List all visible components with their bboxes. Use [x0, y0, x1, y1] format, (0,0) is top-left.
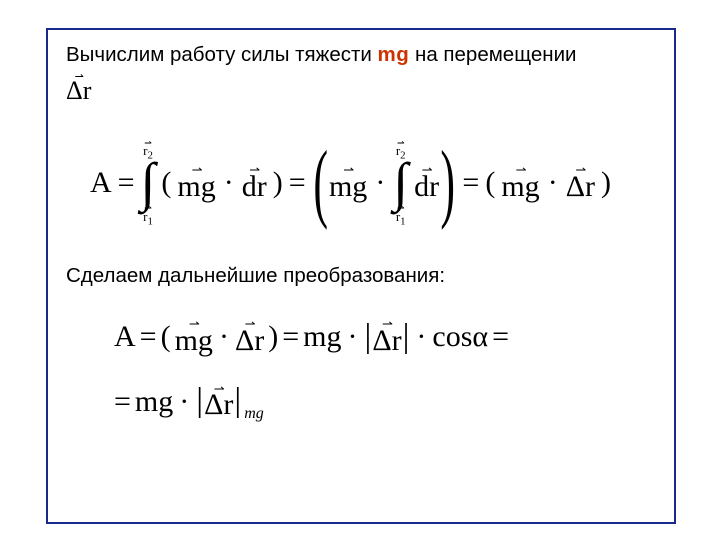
eq2-eq3: = [492, 313, 509, 361]
dot: · [346, 313, 360, 361]
eq1-eq1: = [118, 166, 135, 200]
mg-scalar-1: mg [303, 313, 341, 361]
mg-vec-1: ⇀ mg [177, 167, 215, 199]
mg-vec-2: ⇀ mg [329, 167, 367, 199]
delta-r-vec-4: ⇀ Δr [204, 386, 233, 418]
subscript-mg: mg [244, 401, 264, 427]
mg-vec-3: ⇀ mg [501, 167, 539, 199]
abs-bar-icon: | [195, 374, 204, 428]
equation-2: A = ( ⇀ mg · ⇀ Δr ) = mg · | ⇀ Δr | [114, 310, 656, 429]
dot: · [217, 313, 231, 361]
rp: ) [601, 166, 611, 200]
abs-bar-icon: | [364, 310, 373, 364]
dot: · [373, 166, 387, 200]
integral-2: ⇀ r2 ∫ ⇀ r1 [393, 141, 408, 226]
integral-1: ⇀ r2 ∫ ⇀ r1 [141, 141, 156, 226]
eq2-eq1: = [140, 313, 157, 361]
abs-bar-icon: | [402, 310, 411, 364]
eq1-eq3: = [462, 166, 479, 200]
dot: · [414, 313, 428, 361]
eq1-eq2: = [289, 166, 306, 200]
intro-text: Вычислим работу силы тяжести mg на перем… [66, 42, 656, 107]
delta-r-vec-1: ⇀ Δr [566, 167, 595, 199]
dr-vec-2: ⇀ dr [414, 167, 439, 199]
cos-alpha: cosα [432, 313, 488, 361]
intro-prefix: Вычислим работу силы тяжести [66, 43, 378, 66]
integral-sign-icon: ∫ [141, 160, 156, 206]
content-frame: Вычислим работу силы тяжести mg на перем… [46, 28, 676, 524]
eq2-line-2: = mg · | ⇀ Δr | mg [114, 374, 656, 428]
delta-r-vec-2: ⇀ Δr [235, 321, 264, 353]
abs-delta-r-2: | ⇀ Δr | [195, 374, 242, 428]
eq2-line-1: A = ( ⇀ mg · ⇀ Δr ) = mg · | ⇀ Δr | [114, 310, 656, 364]
lp: ( [161, 166, 171, 200]
dot: · [177, 378, 191, 426]
delta-r-vec-3: ⇀ Δr [372, 321, 401, 353]
rp: ) [268, 313, 278, 361]
equation-1: A = ⇀ r2 ∫ ⇀ r1 ( ⇀ mg · ⇀ dr ) = ( [90, 141, 656, 226]
rp: ) [273, 166, 283, 200]
lower-bound-1: ⇀ r1 [143, 206, 153, 226]
eq2-eq4: = [114, 378, 131, 426]
eq1-lhs: A [90, 166, 112, 200]
eq2-eq2: = [282, 313, 299, 361]
delta-r-symbol: ⇀ Δr [66, 75, 91, 107]
lp: ( [485, 166, 495, 200]
intro-mg: mg [378, 43, 410, 66]
second-text: Сделаем дальнейшие преобразования: [66, 264, 656, 288]
delta-r-body: Δr [66, 76, 91, 105]
big-rparen-icon: ) [440, 157, 455, 210]
eq2-lhs: A [114, 313, 136, 361]
big-paren-group: ( ⇀ mg · ⇀ r2 ∫ ⇀ r1 [312, 141, 457, 226]
dot: · [546, 166, 560, 200]
mg-scalar-2: mg [135, 378, 173, 426]
abs-delta-r-1: | ⇀ Δr | [364, 310, 411, 364]
lp: ( [161, 313, 171, 361]
dr-vec-1: ⇀ dr [242, 167, 267, 199]
big-lparen-icon: ( [313, 157, 328, 210]
abs-bar-icon: | [233, 374, 242, 428]
lower-bound-2: ⇀ r1 [396, 206, 406, 226]
integral-sign-icon: ∫ [393, 160, 408, 206]
mg-vec-4: ⇀ mg [175, 321, 213, 353]
dot: · [222, 166, 236, 200]
intro-suffix: на перемещении [409, 43, 576, 66]
